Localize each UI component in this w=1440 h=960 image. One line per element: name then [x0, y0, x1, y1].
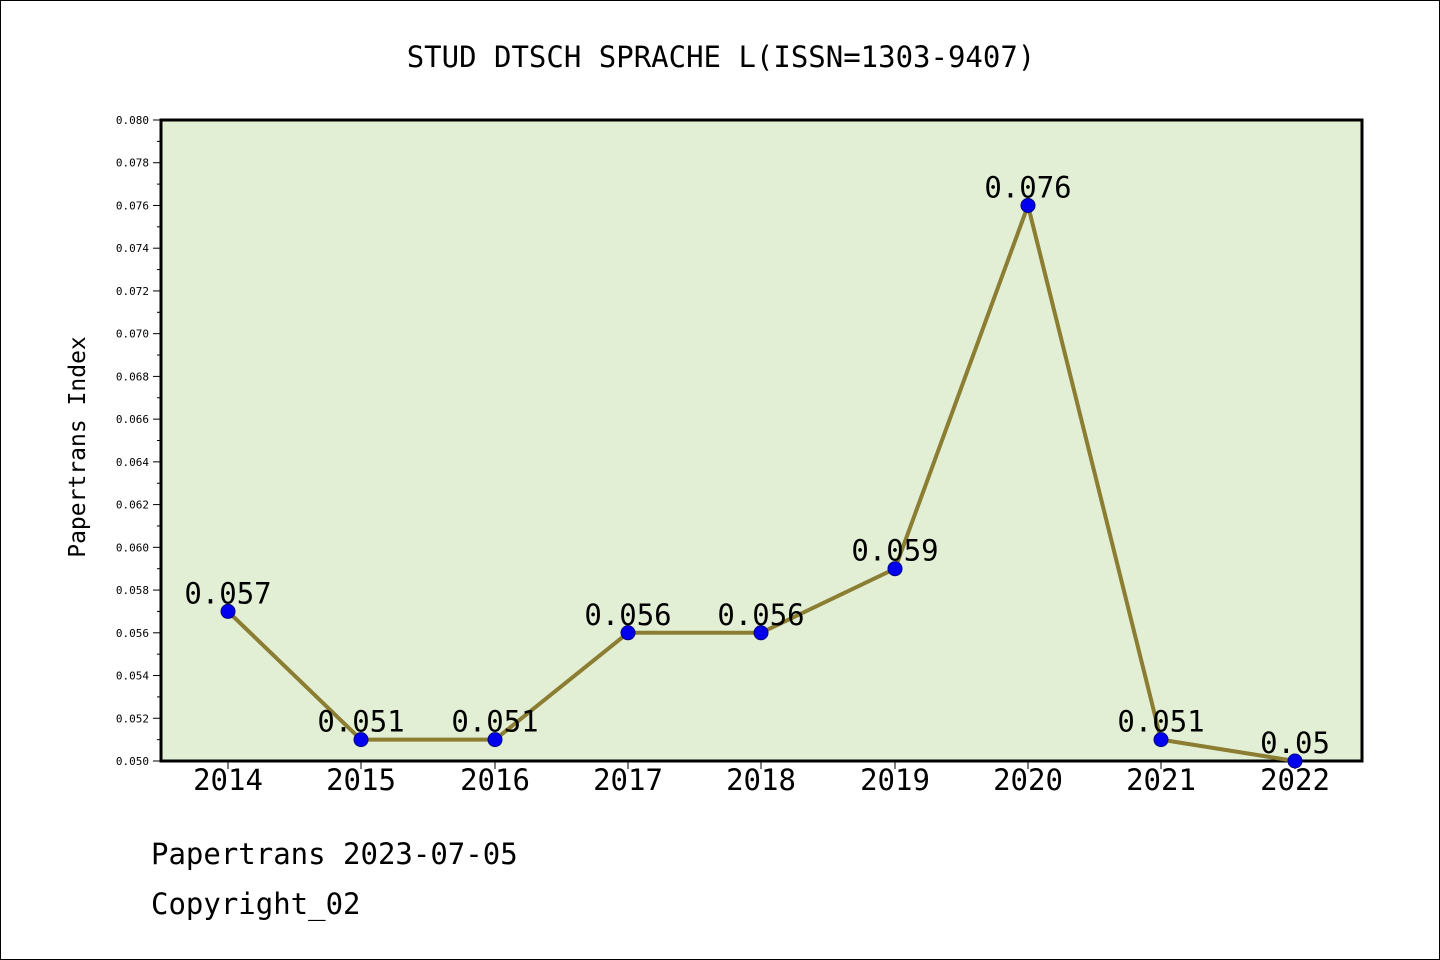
x-tick-label: 2018	[726, 763, 796, 797]
plot-area	[159, 118, 1364, 763]
data-markers	[220, 197, 1303, 769]
y-tick-label: 0.078	[116, 157, 149, 170]
y-tick-label: 0.062	[116, 499, 149, 512]
y-tick-label: 0.060	[116, 541, 149, 554]
data-label: 0.056	[584, 598, 671, 632]
data-label: 0.076	[984, 170, 1071, 204]
data-label: 0.056	[717, 598, 804, 632]
x-axis-ticks: 2014 2015 2016 2017 2018 2019 2020 2021 2022	[193, 761, 1330, 797]
y-tick-label: 0.056	[116, 627, 149, 640]
x-tick-label: 2017	[593, 763, 663, 797]
y-tick-label: 0.052	[116, 712, 149, 725]
y-axis-ticks: 0.050 0.052 0.054 0.056 0.058 0.060 0.062 0.064…	[116, 114, 161, 768]
y-tick-label: 0.068	[116, 370, 149, 383]
y-tick-label: 0.066	[116, 413, 149, 426]
x-tick-label: 2019	[860, 763, 930, 797]
x-tick-label: 2016	[460, 763, 530, 797]
y-tick-label: 0.076	[116, 199, 149, 212]
data-label: 0.059	[851, 534, 938, 568]
data-point	[620, 625, 636, 641]
y-axis-label: Papertrans Index	[65, 336, 91, 558]
x-tick-label: 2021	[1126, 763, 1196, 797]
data-point	[887, 561, 903, 577]
y-tick-label: 0.064	[116, 456, 149, 469]
y-tick-label: 0.050	[116, 755, 149, 768]
footer-date: Papertrans 2023-07-05	[151, 837, 518, 871]
x-tick-label: 2014	[193, 763, 263, 797]
data-label: 0.057	[184, 576, 271, 610]
data-label: 0.05	[1260, 726, 1330, 760]
data-point	[487, 732, 503, 748]
data-label: 0.051	[1117, 705, 1204, 739]
data-point	[1287, 753, 1303, 769]
y-tick-label: 0.074	[116, 242, 149, 255]
chart-title: STUD DTSCH SPRACHE L(ISSN=1303-9407)	[407, 40, 1036, 74]
data-label: 0.051	[317, 705, 404, 739]
y-tick-label: 0.072	[116, 285, 149, 298]
y-tick-label: 0.080	[116, 114, 149, 127]
data-point	[1153, 732, 1169, 748]
data-point	[753, 625, 769, 641]
data-point	[1020, 197, 1036, 213]
x-tick-label: 2020	[993, 763, 1063, 797]
y-tick-label: 0.070	[116, 328, 149, 341]
data-labels: 0.057 0.051 0.051 0.056 0.056 0.059 0.076 0.051…	[184, 170, 1330, 760]
x-tick-label: 2015	[326, 763, 396, 797]
footer-copyright: Copyright_02	[151, 887, 361, 921]
y-tick-label: 0.054	[116, 670, 149, 683]
data-label: 0.051	[451, 705, 538, 739]
data-point	[353, 732, 369, 748]
x-tick-label: 2022	[1260, 763, 1330, 797]
data-point	[220, 603, 236, 619]
y-tick-label: 0.058	[116, 584, 149, 597]
